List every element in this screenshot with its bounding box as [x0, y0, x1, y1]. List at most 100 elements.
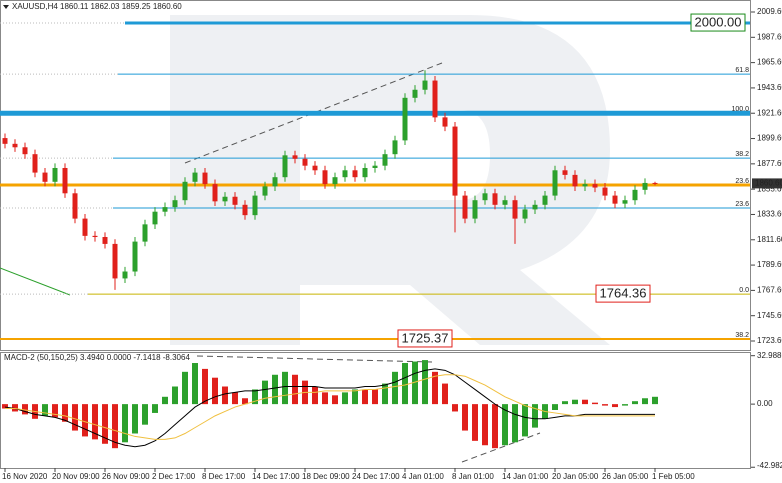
candle-body: [162, 207, 168, 212]
candle-body: [2, 138, 8, 144]
macd-bar: [242, 398, 248, 405]
candle-body: [22, 147, 28, 155]
y-tick-label: 32.9886: [757, 351, 782, 360]
macd-bar: [42, 404, 48, 416]
macd-bar: [182, 371, 188, 405]
macd-bar: [272, 374, 278, 405]
candle-body: [652, 182, 658, 184]
candle-body: [152, 211, 158, 225]
candle-body: [502, 200, 508, 205]
candle-body: [112, 243, 118, 279]
price-box-label: 1764.36: [600, 286, 647, 301]
macd-bar: [332, 395, 338, 405]
menu-arrow[interactable]: [3, 5, 9, 9]
candle-body: [592, 184, 598, 188]
macd-bar: [602, 404, 608, 406]
candle-body: [492, 193, 498, 205]
price-panel-frame: [0, 0, 751, 351]
macd-bar: [362, 389, 368, 405]
candle-body: [392, 140, 398, 155]
candle-body: [362, 167, 368, 178]
macd-bar: [342, 392, 348, 405]
candle-body: [602, 187, 608, 196]
macd-bar: [282, 371, 288, 405]
macd-bar: [642, 398, 648, 405]
x-tick-label: 14 Dec 17:00: [252, 472, 300, 481]
candle-body: [192, 172, 198, 182]
y-tick-label: 1921.60: [757, 108, 782, 117]
macd-bar: [472, 404, 478, 441]
macd-bar: [652, 396, 658, 405]
candle-body: [232, 196, 238, 205]
macd-bar: [312, 386, 318, 405]
y-tick-label: 1811.60: [757, 235, 782, 244]
x-tick-label: 14 Jan 01:00: [502, 472, 549, 481]
candle-body: [562, 170, 568, 175]
level-label: 61.8: [735, 67, 749, 74]
macd-bar: [452, 404, 458, 412]
macd-bar: [322, 392, 328, 405]
macd-bar: [372, 389, 378, 405]
x-tick-label: 1 Feb 05:00: [652, 472, 695, 481]
macd-bar: [532, 404, 538, 428]
macd-bar: [212, 377, 218, 405]
candle-body: [572, 174, 578, 187]
macd-bar: [492, 404, 498, 449]
trend-line: [0, 267, 71, 296]
macd-bar: [612, 404, 618, 408]
y-tick-label: 1877.60: [757, 159, 782, 168]
x-tick-label: 18 Dec 09:00: [302, 472, 350, 481]
y-tick-label: 1745.60: [757, 311, 782, 320]
chart-title: XAUUSD,H4 1860.11 1862.03 1859.25 1860.6…: [12, 2, 182, 11]
macd-bar: [92, 404, 98, 440]
last-price-label: 1860.60: [755, 179, 782, 188]
candle-body: [312, 165, 318, 171]
candle-body: [222, 196, 228, 202]
y-tick-label: 1767.60: [757, 285, 782, 294]
macd-bar: [592, 402, 598, 405]
level-label: 23.6: [735, 178, 749, 185]
macd-bar: [352, 389, 358, 405]
candle-body: [342, 170, 348, 178]
macd-bar: [142, 404, 148, 425]
x-tick-label: 26 Jan 05:00: [602, 472, 649, 481]
price-box: [690, 13, 746, 32]
macd-bar: [522, 404, 528, 437]
macd-bar: [402, 363, 408, 405]
candle-body: [62, 167, 68, 194]
y-tick-label: 1833.60: [757, 210, 782, 219]
candle-body: [642, 182, 648, 190]
candle-body: [512, 200, 518, 219]
macd-bar: [512, 404, 518, 443]
y-tick-label: 1965.60: [757, 58, 782, 67]
candle-body: [432, 80, 438, 118]
y-tick-label: -42.9821: [757, 461, 782, 470]
macd-bar: [502, 404, 508, 446]
candle-body: [132, 241, 138, 272]
x-tick-label: 26 Nov 09:00: [102, 472, 150, 481]
price-box-label: 1725.37: [402, 330, 449, 345]
divergence-line: [461, 432, 541, 463]
candle-body: [82, 218, 88, 236]
macd-line: [4, 368, 655, 448]
candle-body: [582, 184, 588, 187]
candle-body: [452, 126, 458, 196]
macd-bar: [252, 389, 258, 405]
macd-bar: [262, 380, 268, 405]
candle-body: [52, 167, 58, 182]
macd-bar: [12, 404, 18, 412]
y-tick-label: 1723.60: [757, 336, 782, 345]
macd-bar: [442, 383, 448, 405]
macd-bar: [572, 399, 578, 405]
macd-line: [5, 374, 655, 440]
macd-bar: [112, 404, 118, 449]
macd-bar: [582, 399, 588, 405]
candle-body: [302, 158, 308, 166]
macd-bar: [292, 374, 298, 405]
candle-body: [332, 177, 338, 185]
macd-bar: [72, 404, 78, 431]
candle-body: [462, 195, 468, 219]
x-tick-label: 8 Jan 01:00: [452, 472, 494, 481]
candle-body: [72, 193, 78, 219]
macd-bar: [422, 360, 428, 405]
